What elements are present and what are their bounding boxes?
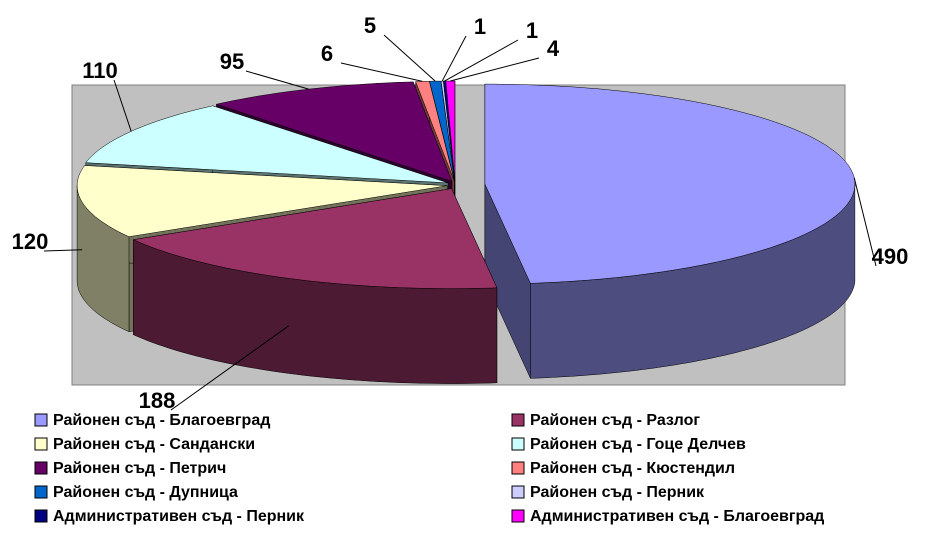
leader-line — [113, 79, 132, 132]
data-label: 5 — [364, 13, 376, 38]
data-label: 188 — [139, 388, 176, 413]
legend-swatch — [511, 485, 525, 499]
legend-label: Районен съд - Кюстендил — [530, 460, 735, 477]
legend-swatch — [511, 437, 525, 451]
data-label: 1 — [474, 14, 486, 39]
leader-line — [43, 249, 83, 252]
slice — [445, 80, 456, 182]
leader-line — [245, 70, 309, 90]
leader-line — [441, 35, 467, 82]
legend-swatch — [34, 509, 48, 523]
legend-swatch — [511, 461, 525, 475]
leader-line — [383, 34, 436, 82]
legend-label: Административен съд - Благоевград — [530, 508, 824, 525]
legend-swatch — [511, 413, 525, 427]
leader-line — [340, 62, 423, 82]
legend-label: Районен съд - Благоевград — [53, 412, 270, 429]
leader-line — [170, 325, 289, 411]
legend-swatch — [34, 485, 48, 499]
data-label: 6 — [321, 41, 333, 66]
legend-label: Районен съд - Петрич — [53, 460, 226, 477]
slice — [484, 83, 856, 284]
leader-line — [853, 177, 877, 267]
data-label: 120 — [12, 229, 49, 254]
leader-line — [444, 39, 519, 82]
legend-label: Районен съд - Сандански — [53, 436, 255, 453]
legend-label: Районен съд - Разлог — [530, 412, 700, 429]
data-label: 490 — [872, 244, 909, 269]
legend-label: Административен съд - Перник — [53, 508, 305, 525]
leader-line — [450, 57, 540, 82]
data-label: 4 — [547, 36, 560, 61]
legend-swatch — [511, 509, 525, 523]
slice — [76, 165, 448, 237]
legend-label: Районен съд - Гоце Делчев — [530, 436, 746, 453]
legend-swatch — [34, 461, 48, 475]
slice — [132, 188, 498, 289]
legend-swatch — [34, 437, 48, 451]
data-label: 110 — [82, 58, 118, 83]
data-label: 95 — [220, 49, 244, 74]
legend-label: Районен съд - Дупница — [53, 484, 238, 501]
legend-swatch — [34, 413, 48, 427]
legend-label: Районен съд - Перник — [530, 484, 705, 501]
data-label: 1 — [526, 18, 538, 43]
